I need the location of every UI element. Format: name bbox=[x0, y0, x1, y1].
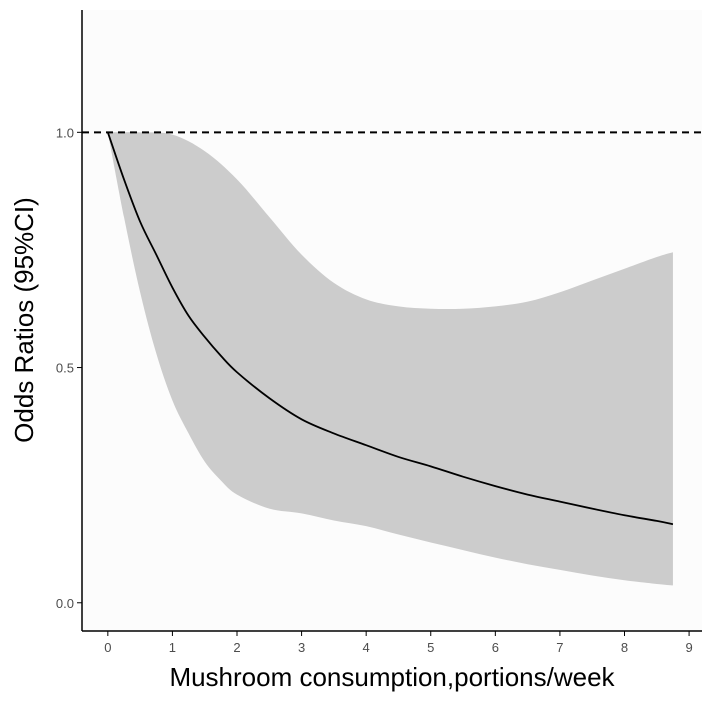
x-ticks: 0 1 2 3 4 5 6 7 8 9 bbox=[104, 631, 693, 655]
x-tick-label: 2 bbox=[233, 640, 240, 655]
x-tick-label: 8 bbox=[621, 640, 628, 655]
x-axis-title: Mushroom consumption,portions/week bbox=[169, 662, 615, 692]
x-tick-label: 9 bbox=[685, 640, 692, 655]
ci-band-layer bbox=[107, 132, 673, 586]
x-tick-label: 6 bbox=[492, 640, 499, 655]
x-tick-label: 7 bbox=[556, 640, 563, 655]
odds-ratio-line bbox=[106, 132, 674, 526]
x-tick-label: 1 bbox=[169, 640, 176, 655]
ci-band bbox=[107, 132, 673, 586]
y-tick-label: 0.5 bbox=[56, 361, 74, 376]
y-ticks: 0.0 0.5 1.0 bbox=[56, 125, 82, 611]
y-tick-label: 0.0 bbox=[56, 596, 74, 611]
x-tick-label: 5 bbox=[427, 640, 434, 655]
x-tick-label: 3 bbox=[298, 640, 305, 655]
x-tick-label: 4 bbox=[363, 640, 370, 655]
x-tick-label: 0 bbox=[104, 640, 111, 655]
y-axis-title: Odds Ratios (95%CI) bbox=[9, 197, 39, 443]
y-tick-label: 1.0 bbox=[56, 125, 74, 140]
odds-ratio-line-layer bbox=[106, 132, 674, 526]
